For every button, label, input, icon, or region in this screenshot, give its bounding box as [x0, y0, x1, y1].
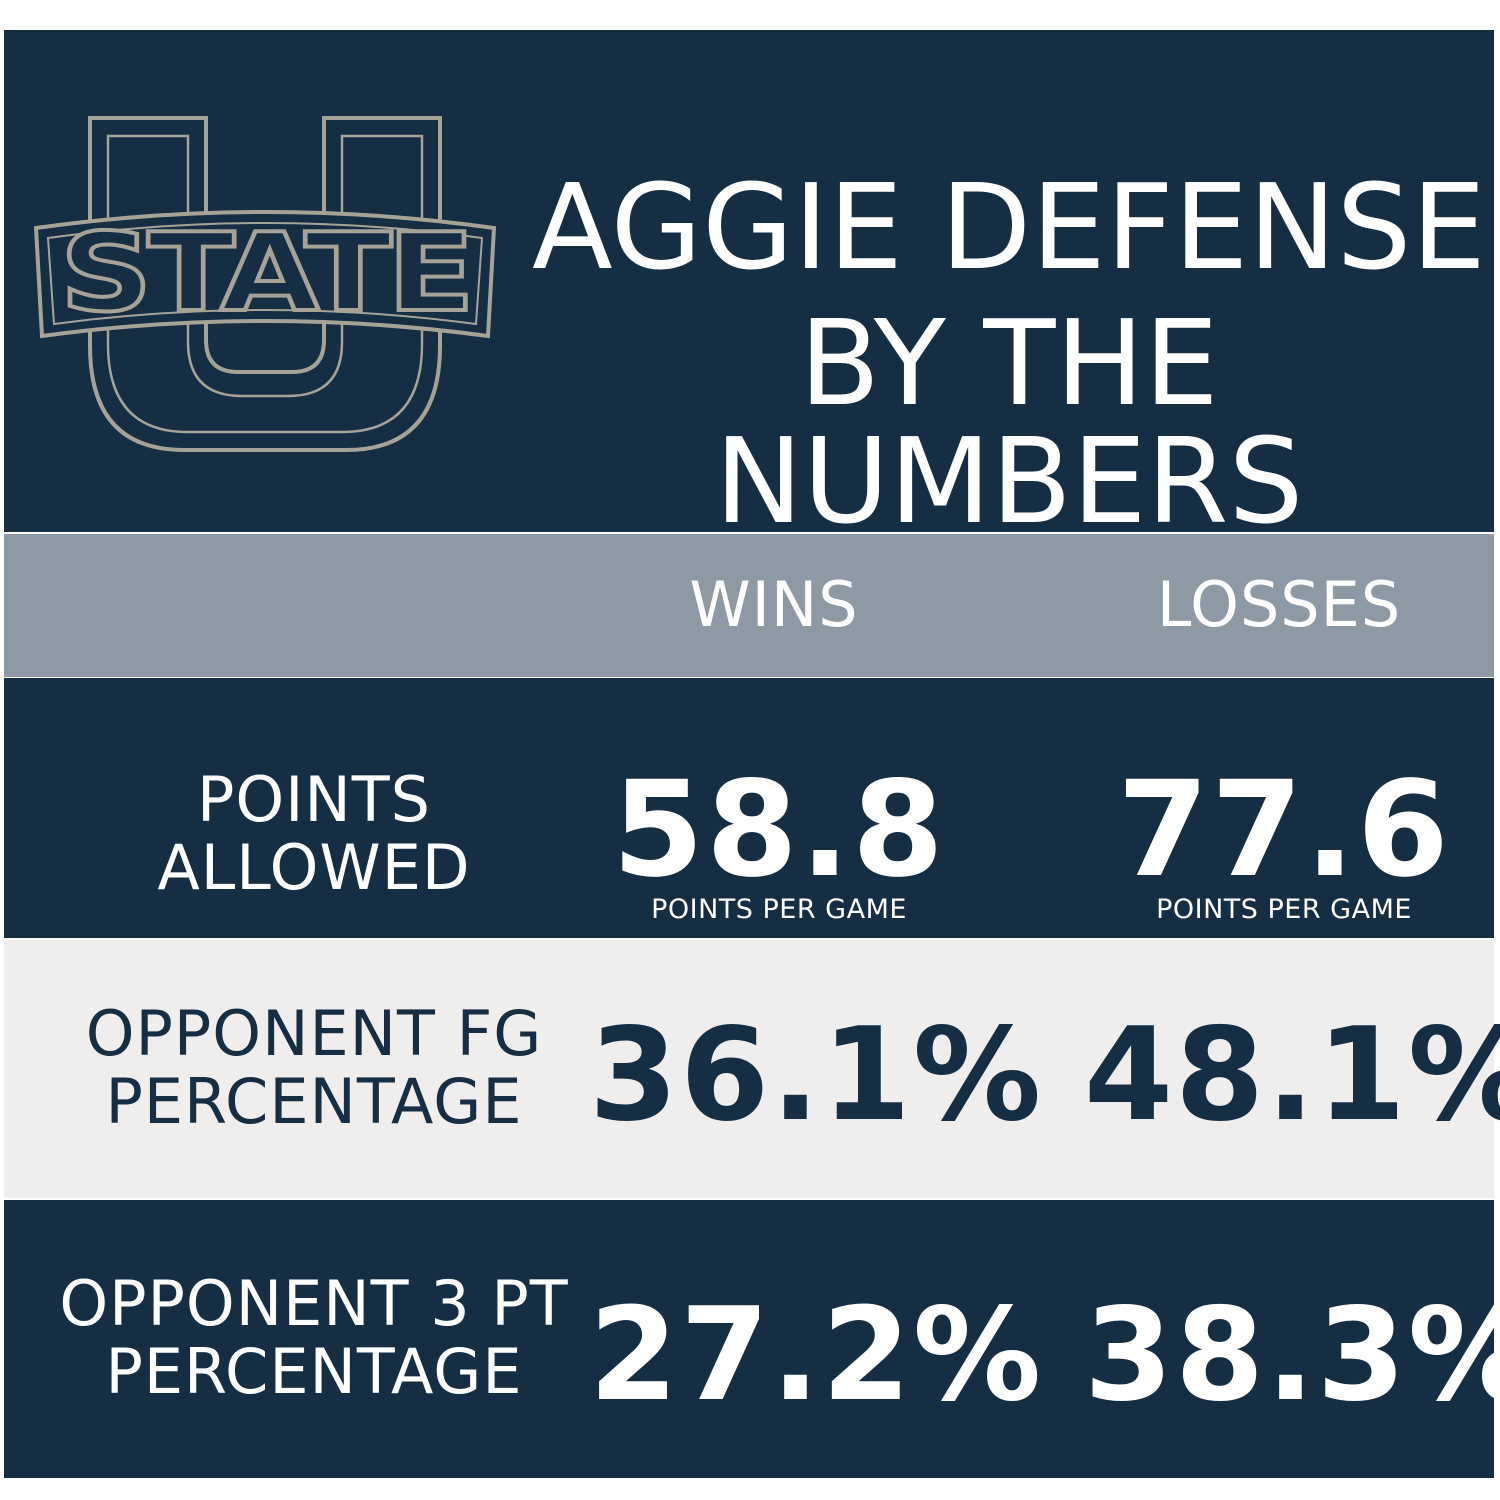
stat-label: OPPONENT 3 PT PERCENTAGE: [14, 1270, 614, 1406]
title-line-2: BY THE NUMBERS: [714, 294, 1304, 550]
stat-label-line2: ALLOWED: [157, 831, 471, 904]
stat-value-losses: 77.6: [1117, 753, 1451, 907]
header-band: STATE AGGIE DEFENSE BY THE NUMBERS: [4, 30, 1494, 540]
column-header-band: WINS LOSSES: [4, 534, 1494, 677]
stat-value-wins: 36.1%: [589, 1001, 1044, 1150]
stat-label: POINTS ALLOWED: [14, 766, 614, 902]
column-header-wins: WINS: [689, 568, 859, 641]
stat-row-points-allowed: POINTS ALLOWED 58.8 77.6 POINTS PER GAME…: [4, 678, 1494, 938]
stat-value-losses: 48.1%: [1084, 1001, 1500, 1150]
stat-row-opponent-3pt: OPPONENT 3 PT PERCENTAGE 27.2% 38.3%: [4, 1200, 1500, 1478]
infographic: STATE AGGIE DEFENSE BY THE NUMBERS WINS …: [4, 30, 1500, 1478]
stat-label-line1: OPPONENT 3 PT: [59, 1267, 569, 1340]
title-line-1: AGGIE DEFENSE: [532, 158, 1486, 296]
stat-label-line1: OPPONENT FG: [85, 997, 543, 1070]
stat-label-line2: PERCENTAGE: [105, 1335, 523, 1408]
stat-value-wins: 27.2%: [589, 1281, 1044, 1430]
logo-text: STATE: [60, 211, 470, 336]
state-u-logo-icon: STATE: [33, 116, 497, 452]
stat-unit-wins: POINTS PER GAME: [651, 894, 907, 925]
stat-unit-losses: POINTS PER GAME: [1156, 894, 1412, 925]
stat-label-line2: PERCENTAGE: [105, 1065, 523, 1138]
stat-value-wins: 58.8: [612, 753, 946, 907]
stat-label: OPPONENT FG PERCENTAGE: [14, 1000, 614, 1136]
column-header-losses: LOSSES: [1156, 568, 1402, 641]
stat-value-losses: 38.3%: [1084, 1281, 1500, 1430]
stat-label-line1: POINTS: [196, 763, 432, 836]
stat-row-opponent-fg: OPPONENT FG PERCENTAGE 36.1% 48.1%: [4, 940, 1500, 1198]
